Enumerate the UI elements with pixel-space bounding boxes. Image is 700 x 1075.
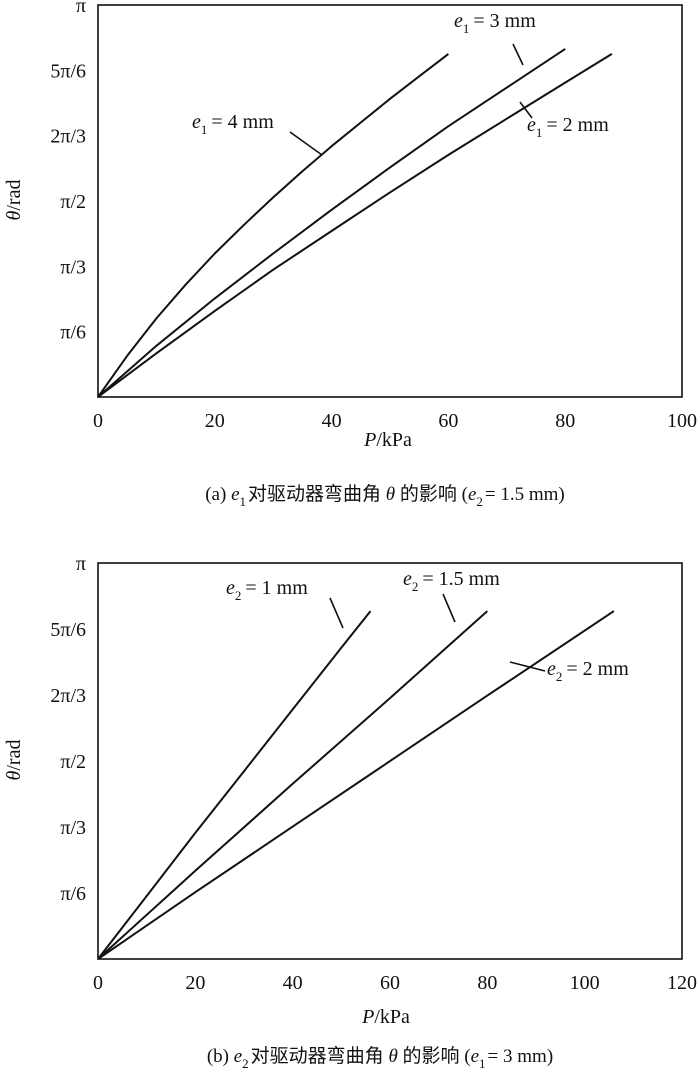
plot-frame <box>97 562 683 960</box>
y-tick-label: π/2 <box>60 191 86 213</box>
x-tick-label: 40 <box>322 410 342 432</box>
chart-caption-a: (a) e1 对驱动器弯曲角 θ 的影响 (e2 = 1.5 mm) <box>205 483 565 509</box>
leader-line-e1-3mm <box>512 43 524 66</box>
y-tick-label: π/3 <box>60 256 86 278</box>
y-axis-ticks: π/6 π/3 π/2 2π/3 5π/6 π <box>50 0 86 344</box>
x-tick-label: 100 <box>570 972 600 994</box>
x-tick-label: 60 <box>438 410 458 432</box>
x-tick-label: 120 <box>667 972 697 994</box>
series-label-e2-1mm: e2 = 1 mm <box>226 577 308 603</box>
y-tick-label: π/3 <box>60 817 86 839</box>
y-tick-label: π/6 <box>60 322 86 344</box>
leader-line-e2-1.5mm <box>442 593 456 623</box>
y-tick-label: π/6 <box>60 883 86 905</box>
x-tick-label: 0 <box>93 410 103 432</box>
x-tick-label: 80 <box>477 972 497 994</box>
series-line-1 <box>97 53 450 398</box>
series-label-e1-3mm: e1 = 3 mm <box>454 10 536 36</box>
x-tick-label: 20 <box>205 410 225 432</box>
x-axis-label: P/kPa <box>361 1006 410 1028</box>
y-tick-label: π <box>76 553 86 575</box>
y-axis-ticks: π/6 π/3 π/2 2π/3 5π/6 π <box>50 553 86 905</box>
y-axis-label: θ/rad <box>3 180 25 221</box>
leader-line-e2-1mm <box>329 597 344 629</box>
x-tick-label: 20 <box>185 972 205 994</box>
y-tick-label: 5π/6 <box>50 619 86 641</box>
series-label-e1-2mm: e1 = 2 mm <box>527 114 609 140</box>
plot-frame <box>97 4 683 398</box>
series-label-e1-4mm: e1 = 4 mm <box>192 111 274 137</box>
x-tick-label: 80 <box>555 410 575 432</box>
series-label-e2-1.5mm: e2 = 1.5 mm <box>403 568 500 594</box>
series-lines <box>97 610 615 960</box>
x-tick-label: 40 <box>283 972 303 994</box>
series-line-3 <box>97 610 615 960</box>
y-tick-label: 5π/6 <box>50 60 86 82</box>
series-lines <box>97 48 613 398</box>
y-axis-label: θ/rad <box>3 740 25 781</box>
chart-a: 0 20 40 60 80 100 π/6 π/3 π/2 2π/3 5π/6 π e1 = 4 mm… <box>3 0 697 509</box>
y-tick-label: 2π/3 <box>50 685 86 707</box>
x-tick-label: 60 <box>380 972 400 994</box>
chart-caption-b: (b) e2 对驱动器弯曲角 θ 的影响 (e1 = 3 mm) <box>207 1045 553 1071</box>
y-tick-label: π/2 <box>60 751 86 773</box>
series-line-2 <box>97 610 488 960</box>
x-axis-ticks: 0 20 40 60 80 100 <box>93 410 697 432</box>
x-tick-label: 100 <box>667 410 697 432</box>
series-line-1 <box>97 610 372 960</box>
leader-line-e1-2mm <box>519 101 533 119</box>
series-label-e2-2mm: e2 = 2 mm <box>547 658 629 684</box>
x-tick-label: 0 <box>93 972 103 994</box>
y-tick-label: π <box>76 0 86 17</box>
leader-line-e2-2mm <box>509 661 546 672</box>
x-axis-ticks: 0 20 40 60 80 100 120 <box>93 972 697 994</box>
leader-line-e1-4mm <box>289 131 323 156</box>
y-tick-label: 2π/3 <box>50 126 86 148</box>
series-line-2 <box>97 48 566 398</box>
x-axis-label: P/kPa <box>363 429 412 451</box>
chart-b: 0 20 40 60 80 100 120 π/6 π/3 π/2 2π/3 5π/6 π e2 = 1… <box>3 553 697 1071</box>
series-line-3 <box>97 53 613 398</box>
